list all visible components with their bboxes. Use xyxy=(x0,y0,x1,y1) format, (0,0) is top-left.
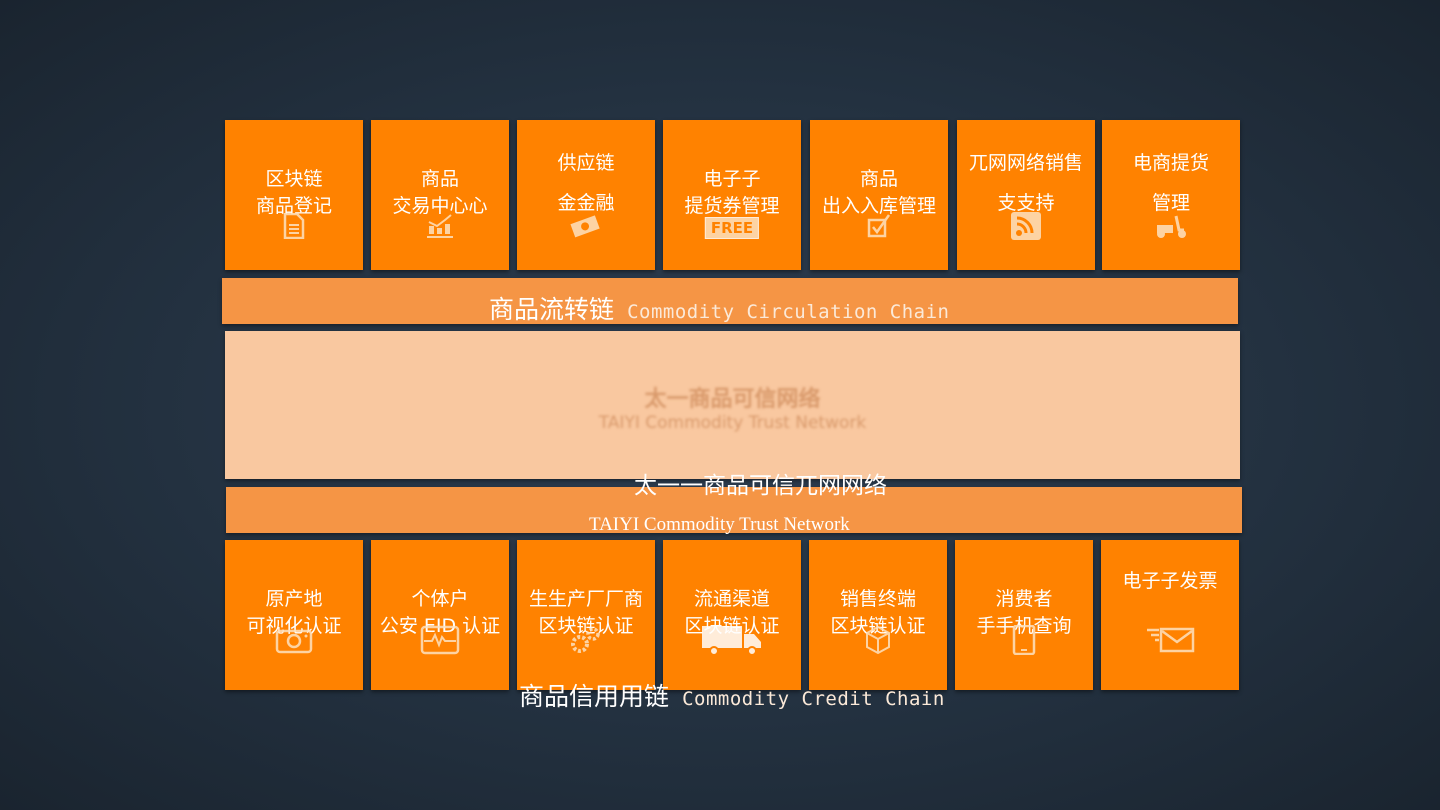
tile-line2: 提货券管理 xyxy=(684,195,780,217)
circulation-tile: 电子子提货券管理 FREE xyxy=(663,120,801,270)
tile-line1: 电商提货 xyxy=(1132,152,1209,174)
money-icon xyxy=(569,213,603,243)
truck-icon xyxy=(700,624,764,660)
tablet-icon xyxy=(1012,624,1036,659)
mail-icon xyxy=(1145,626,1195,658)
tile-line2: 出入入库管理 xyxy=(821,195,936,217)
circulation-tile: 供应链 金金融 xyxy=(517,120,655,270)
credit-chain-zh: 商品信用用链 xyxy=(519,682,670,711)
free-tag-icon: FREE xyxy=(704,217,760,239)
circulation-chain-title: 商品流转链 Commodity Circulation Chain xyxy=(489,290,949,326)
credit-tile: 生生产厂厂商 区块链认证 xyxy=(517,540,655,690)
tile-line1: 原产地 xyxy=(265,588,323,610)
tile-line1: 生生产厂厂商 xyxy=(528,588,643,610)
document-icon xyxy=(283,212,305,243)
rss-icon xyxy=(1010,212,1042,244)
circulation-band xyxy=(222,278,1238,324)
tile-line1: 个体户 xyxy=(411,588,469,610)
heartbeat-icon xyxy=(420,625,460,659)
trust-network-band xyxy=(226,487,1242,533)
trust-network-en: TAIYI Commodity Trust Network xyxy=(589,514,850,535)
tile-line1: 区块链 xyxy=(265,168,323,190)
tile-line1: 电子子 xyxy=(703,168,761,190)
circulation-tile: 区块链 商品登记 xyxy=(225,120,363,270)
box-icon xyxy=(864,625,892,659)
circulation-tile: 兀网网络销售 支支持 xyxy=(957,120,1095,270)
chart-icon xyxy=(425,214,455,242)
checkbox-icon xyxy=(866,213,892,243)
trust-network-ghost-zh: 太一商品可信网络 xyxy=(644,387,821,412)
tile-line1: 流通渠道 xyxy=(693,588,770,610)
credit-chain-title: 商品信用用链 Commodity Credit Chain xyxy=(519,677,945,713)
tile-line2: 区块链认证 xyxy=(538,615,634,637)
circulation-chain-en: Commodity Circulation Chain xyxy=(627,301,950,323)
camera-icon xyxy=(275,626,313,658)
tile-line1: 销售终端 xyxy=(839,588,916,610)
credit-tile: 销售终端 区块链认证 xyxy=(809,540,947,690)
circulation-tile: 电商提货 管理 xyxy=(1102,120,1240,270)
tile-line1: 供应链 xyxy=(557,152,615,174)
gears-icon xyxy=(569,625,603,659)
trust-network-ghost-en: TAIYI Commodity Trust Network xyxy=(598,413,867,433)
credit-chain-en: Commodity Credit Chain xyxy=(682,688,945,710)
tile-line2: 金金融 xyxy=(557,192,615,214)
tile-line1: 商品 xyxy=(859,168,898,190)
trust-network-panel: 太一商品可信网络 TAIYI Commodity Trust Network xyxy=(225,331,1240,479)
credit-tile: 消费者 手手机查询 xyxy=(955,540,1093,690)
tile-line1: 消费者 xyxy=(995,588,1053,610)
trust-network-zh: 太一一商品可信兀网网络 xyxy=(634,473,887,499)
scooter-icon xyxy=(1154,213,1188,243)
tile-line2: 商品登记 xyxy=(255,195,332,217)
credit-tile: 原产地 可视化认证 xyxy=(225,540,363,690)
tile-line1: 电子子发票 xyxy=(1122,570,1218,592)
tile-line1: 兀网网络销售 xyxy=(968,152,1083,174)
tile-line2: 管理 xyxy=(1151,192,1190,214)
tile-line2: 支支持 xyxy=(997,192,1055,214)
circulation-tile: 商品 交易中心心 xyxy=(371,120,509,270)
credit-tile: 个体户 公安 EID 认证 xyxy=(371,540,509,690)
credit-tile: 电子子发票 xyxy=(1101,540,1239,690)
tile-line2: 交易中心心 xyxy=(392,195,488,217)
tile-line2: 可视化认证 xyxy=(246,615,342,637)
credit-tile: 流通渠道区块链认证 xyxy=(663,540,801,690)
circulation-tile: 商品 出入入库管理 xyxy=(810,120,948,270)
tile-line1: 商品 xyxy=(420,168,459,190)
circulation-chain-zh: 商品流转链 xyxy=(489,295,615,324)
